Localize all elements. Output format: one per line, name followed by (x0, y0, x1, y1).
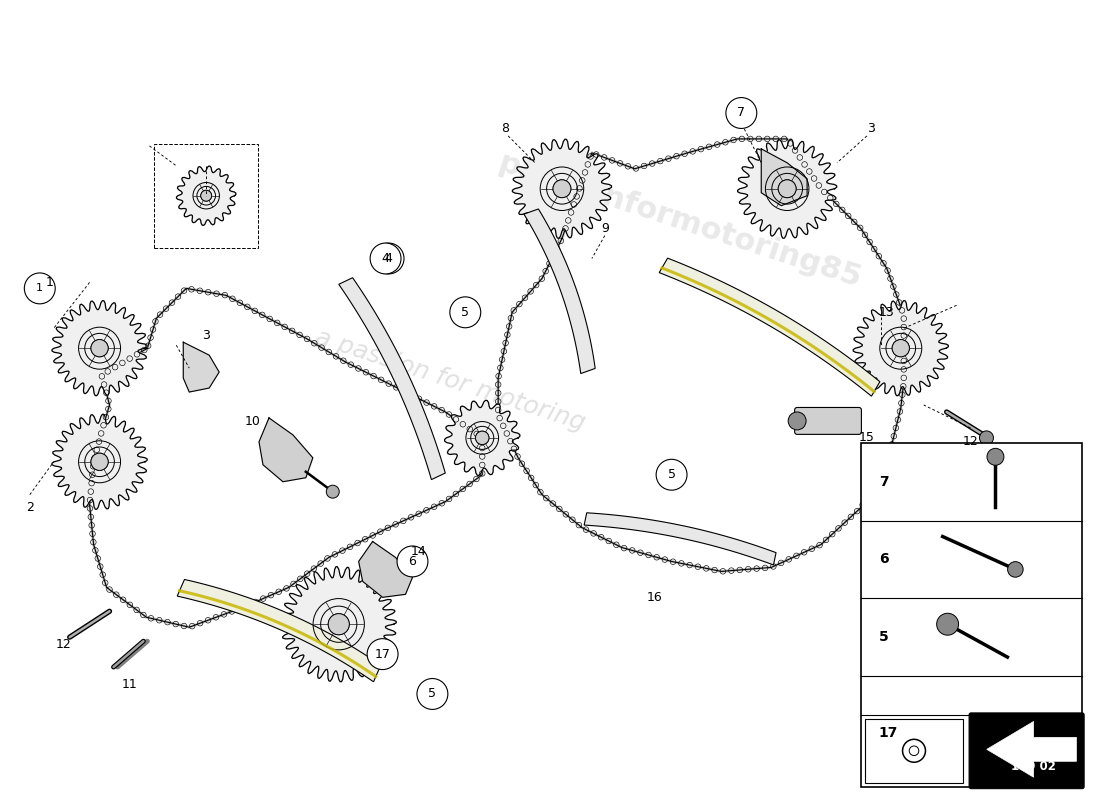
Circle shape (778, 180, 796, 198)
Polygon shape (513, 139, 612, 238)
Circle shape (91, 453, 108, 470)
Circle shape (937, 614, 958, 635)
Polygon shape (282, 566, 396, 682)
Circle shape (656, 459, 688, 490)
Text: 5: 5 (428, 687, 437, 701)
Text: 10: 10 (245, 415, 261, 429)
Text: 109 02: 109 02 (1011, 760, 1056, 773)
Text: 7: 7 (737, 106, 746, 119)
Polygon shape (359, 542, 412, 598)
Polygon shape (52, 414, 147, 510)
Circle shape (24, 273, 55, 304)
Text: 12: 12 (962, 435, 978, 448)
Circle shape (367, 638, 398, 670)
Text: 4: 4 (382, 252, 389, 265)
FancyBboxPatch shape (861, 443, 1082, 786)
Text: 9: 9 (601, 222, 608, 235)
Circle shape (397, 546, 428, 577)
Polygon shape (524, 209, 595, 374)
Polygon shape (854, 301, 948, 396)
Text: 6: 6 (879, 553, 889, 566)
Circle shape (892, 339, 910, 357)
Text: 3: 3 (202, 329, 210, 342)
Circle shape (987, 448, 1004, 466)
Polygon shape (987, 722, 1077, 778)
Polygon shape (738, 139, 837, 238)
Text: 11: 11 (122, 678, 138, 690)
Polygon shape (659, 258, 880, 396)
Circle shape (553, 180, 571, 198)
Circle shape (370, 243, 402, 274)
Circle shape (726, 98, 757, 129)
Text: 1: 1 (36, 283, 43, 294)
Text: 2: 2 (26, 501, 34, 514)
Polygon shape (339, 278, 446, 480)
Text: 17: 17 (375, 648, 390, 661)
Text: 6: 6 (408, 555, 417, 568)
Polygon shape (52, 301, 147, 396)
Text: 3: 3 (867, 122, 875, 135)
Circle shape (1008, 562, 1023, 577)
Text: 17: 17 (879, 726, 899, 740)
Text: 15: 15 (859, 431, 874, 444)
FancyBboxPatch shape (794, 407, 861, 434)
Circle shape (373, 243, 404, 274)
Text: 1: 1 (46, 276, 54, 289)
Text: 4: 4 (385, 252, 393, 265)
Text: 5: 5 (461, 306, 470, 319)
Circle shape (475, 431, 488, 445)
Circle shape (417, 678, 448, 710)
FancyBboxPatch shape (865, 719, 964, 782)
Polygon shape (584, 513, 777, 565)
Text: 16: 16 (647, 591, 662, 604)
Text: a passion for motoring: a passion for motoring (312, 325, 588, 435)
Polygon shape (184, 342, 219, 392)
Polygon shape (176, 166, 235, 226)
FancyBboxPatch shape (969, 713, 1085, 789)
Text: 5: 5 (879, 630, 889, 644)
Text: 13: 13 (879, 306, 894, 319)
Circle shape (979, 431, 993, 445)
Text: 7: 7 (879, 474, 889, 489)
Circle shape (201, 190, 211, 201)
Text: 14: 14 (410, 545, 427, 558)
Polygon shape (761, 149, 807, 206)
Circle shape (450, 297, 481, 328)
Circle shape (91, 339, 108, 357)
Text: 8: 8 (502, 122, 509, 135)
Circle shape (327, 486, 339, 498)
Text: 12: 12 (56, 638, 72, 650)
Circle shape (789, 412, 806, 430)
Text: 5: 5 (668, 468, 675, 482)
Polygon shape (444, 400, 520, 475)
Polygon shape (258, 418, 312, 482)
Text: passionformotoring85: passionformotoring85 (494, 148, 865, 293)
Polygon shape (177, 579, 381, 682)
Circle shape (328, 614, 350, 634)
